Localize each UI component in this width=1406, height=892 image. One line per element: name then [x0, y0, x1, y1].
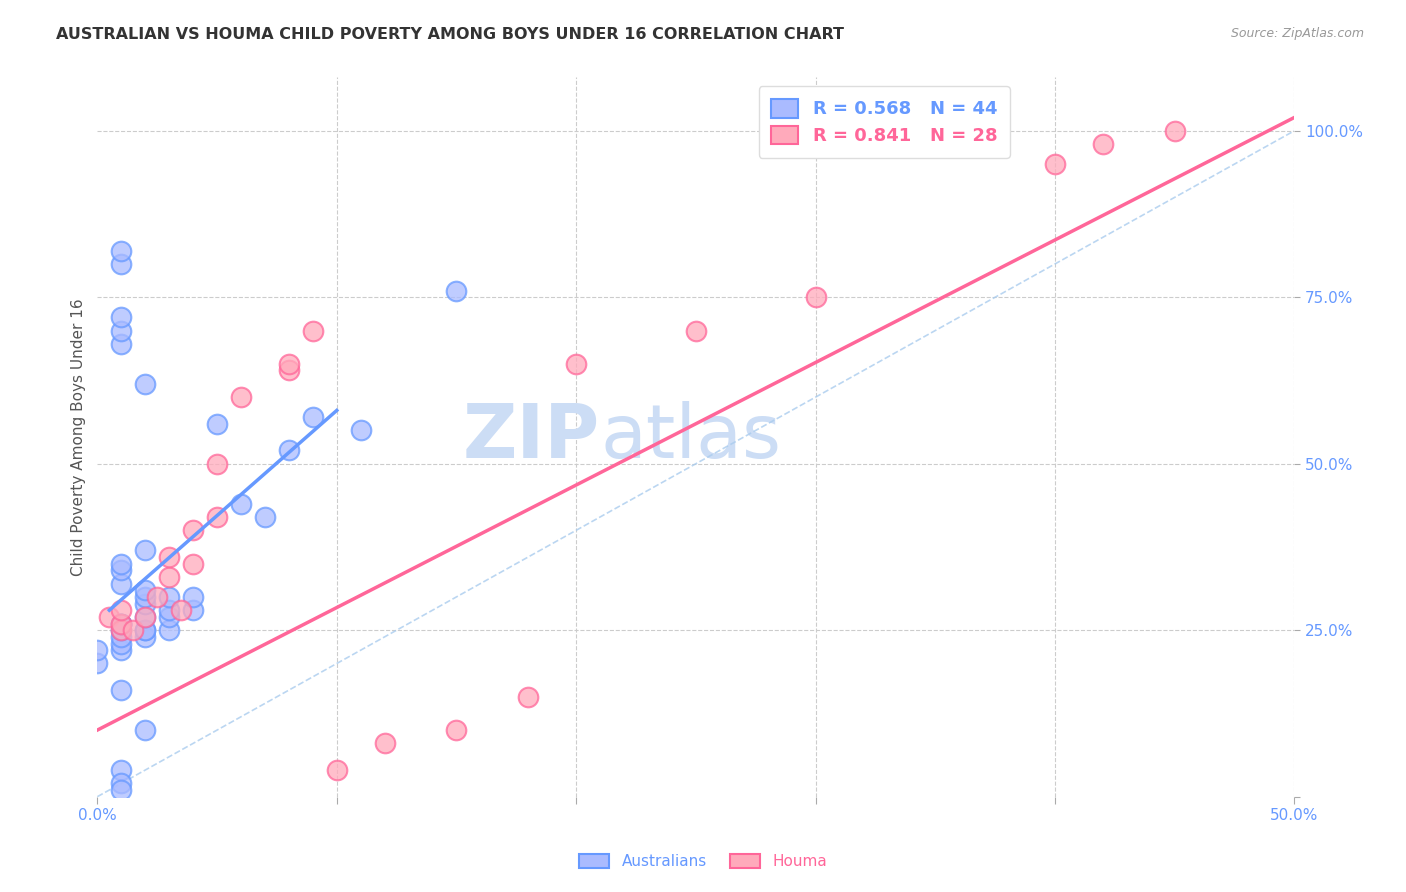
Point: [517, 690, 540, 704]
Point: [205, 510, 228, 524]
Point: [134, 623, 156, 637]
Point: [229, 390, 252, 404]
Point: [1164, 124, 1187, 138]
Point: [134, 590, 156, 604]
Y-axis label: Child Poverty Among Boys Under 16: Child Poverty Among Boys Under 16: [72, 298, 86, 576]
Point: [374, 736, 396, 750]
Point: [134, 543, 156, 558]
Point: [205, 457, 228, 471]
Point: [1043, 157, 1066, 171]
Point: [110, 683, 132, 698]
Point: [181, 523, 204, 537]
Point: [98, 610, 121, 624]
Point: [110, 623, 132, 637]
Point: [565, 357, 588, 371]
Point: [110, 563, 132, 577]
Point: [804, 290, 827, 304]
Point: [110, 630, 132, 644]
Point: [86, 643, 108, 657]
Point: [134, 623, 156, 637]
Point: [134, 630, 156, 644]
Point: [181, 603, 204, 617]
Point: [446, 284, 468, 298]
Point: [110, 257, 132, 271]
Legend: R = 0.568   N = 44, R = 0.841   N = 28: R = 0.568 N = 44, R = 0.841 N = 28: [759, 87, 1010, 158]
Point: [205, 417, 228, 431]
Point: [134, 583, 156, 598]
Point: [134, 376, 156, 391]
Point: [181, 557, 204, 571]
Point: [157, 623, 180, 637]
Point: [301, 324, 323, 338]
Point: [157, 570, 180, 584]
Point: [170, 603, 193, 617]
Point: [1091, 136, 1114, 151]
Point: [110, 576, 132, 591]
Point: [110, 616, 132, 631]
Point: [110, 557, 132, 571]
Point: [181, 590, 204, 604]
Point: [277, 363, 299, 377]
Point: [110, 763, 132, 777]
Point: [110, 616, 132, 631]
Point: [350, 424, 373, 438]
Point: [122, 623, 145, 637]
Point: [157, 610, 180, 624]
Point: [110, 324, 132, 338]
Point: [253, 510, 276, 524]
Point: [110, 616, 132, 631]
Text: AUSTRALIAN VS HOUMA CHILD POVERTY AMONG BOYS UNDER 16 CORRELATION CHART: AUSTRALIAN VS HOUMA CHILD POVERTY AMONG …: [56, 27, 844, 42]
Text: Source: ZipAtlas.com: Source: ZipAtlas.com: [1230, 27, 1364, 40]
Point: [277, 357, 299, 371]
Point: [446, 723, 468, 737]
Point: [277, 443, 299, 458]
Point: [110, 244, 132, 258]
Point: [110, 336, 132, 351]
Point: [301, 410, 323, 425]
Legend: Australians, Houma: Australians, Houma: [572, 848, 834, 875]
Point: [157, 549, 180, 564]
Text: atlas: atlas: [600, 401, 782, 474]
Point: [110, 310, 132, 325]
Point: [110, 783, 132, 797]
Text: ZIP: ZIP: [463, 401, 600, 474]
Point: [134, 610, 156, 624]
Point: [110, 643, 132, 657]
Point: [110, 616, 132, 631]
Point: [326, 763, 349, 777]
Point: [134, 597, 156, 611]
Point: [110, 623, 132, 637]
Point: [685, 324, 707, 338]
Point: [157, 590, 180, 604]
Point: [134, 610, 156, 624]
Point: [146, 590, 169, 604]
Point: [157, 603, 180, 617]
Point: [229, 497, 252, 511]
Point: [110, 636, 132, 650]
Point: [134, 723, 156, 737]
Point: [110, 776, 132, 790]
Point: [110, 603, 132, 617]
Point: [86, 657, 108, 671]
